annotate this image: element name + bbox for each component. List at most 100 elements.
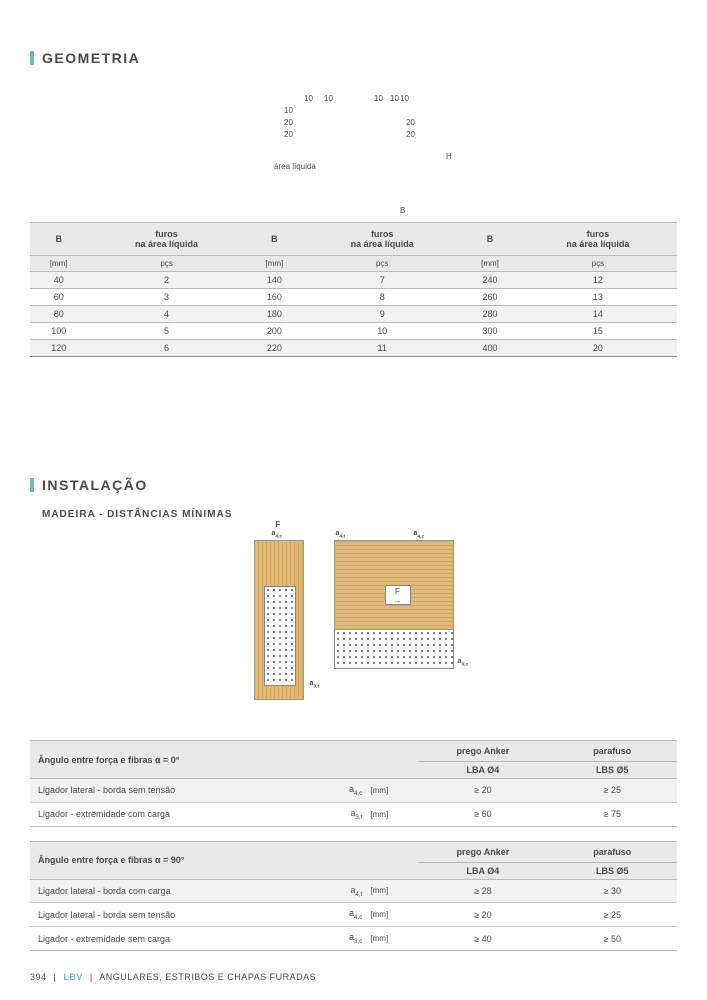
table-cell: 20 [519, 340, 677, 357]
table-cell: 2 [87, 272, 245, 289]
table-cell: 10 [303, 323, 461, 340]
table-row: Ligador lateral - borda com cargaa4,t[mm… [30, 879, 677, 903]
table-cell: 140 [246, 272, 303, 289]
table-cell: 9 [303, 306, 461, 323]
table-cell: 160 [246, 289, 303, 306]
table-cell: 120 [30, 340, 87, 357]
spec-unit: [mm] [366, 927, 418, 951]
spec-unit: [mm] [366, 879, 418, 903]
spec-unit: [mm] [366, 802, 418, 826]
table-cell: 13 [519, 289, 677, 306]
heading-instalacao: INSTALAÇÃO [42, 477, 148, 493]
table-cell: 14 [519, 306, 677, 323]
table-row: Ligador - extremidade sem cargaa3,c[mm] ≥… [30, 927, 677, 951]
spec-symbol: a3,t [315, 802, 367, 826]
geo-th: furosna área líquida [303, 223, 461, 256]
label-F2: F [395, 587, 400, 596]
spec-unit: [mm] [366, 779, 418, 803]
spec-symbol: a3,c [315, 927, 367, 951]
force-indicator: F → [385, 585, 411, 605]
spec-symbol: a4,c [315, 903, 367, 927]
diagram-vertical: F a4,c a3,t [254, 540, 304, 700]
col-parafuso: parafuso [548, 741, 677, 762]
wood-vertical [254, 540, 304, 700]
angle-title-90: Ângulo entre força e fibras α = 90° [30, 841, 418, 879]
install-diagrams: F a4,c a3,t a4,t a4,c F → a3,c [30, 540, 677, 700]
spec-v2: ≥ 25 [548, 903, 677, 927]
table-row: 804180928014 [30, 306, 677, 323]
dim-label: área líquida [274, 162, 316, 171]
table-row: 603160826013 [30, 289, 677, 306]
footer-category: LBV [63, 972, 83, 982]
table-cell: 12 [519, 272, 677, 289]
plate-horizontal [334, 629, 454, 669]
spec-v2: ≥ 50 [548, 927, 677, 951]
dim-label: 20 [406, 130, 415, 139]
spec-v1: ≥ 20 [418, 903, 547, 927]
geo-th: B [30, 223, 87, 256]
table-cell: 15 [519, 323, 677, 340]
page-number: 394 [30, 972, 47, 982]
plate-vertical [264, 586, 296, 686]
dim-label: H [446, 152, 452, 161]
dim-label: 10 [324, 94, 333, 103]
label-a3c: a3,c [458, 658, 469, 667]
geo-sub-th: pçs [303, 256, 461, 272]
table-row: Ligador lateral - borda sem tensãoa4,c[m… [30, 779, 677, 803]
subtitle-instalacao: MADEIRA - DISTÂNCIAS MÍNIMAS [42, 509, 677, 520]
table-row: Ligador lateral - borda sem tensãoa4,c[m… [30, 903, 677, 927]
table-cell: 11 [303, 340, 461, 357]
col-parafuso-90: parafuso [548, 841, 677, 862]
label-a4c-2: a4,c [414, 530, 425, 539]
table-cell: 80 [30, 306, 87, 323]
spec-v1: ≥ 60 [418, 802, 547, 826]
wood-horizontal: F → [334, 540, 454, 630]
heading-geometria: GEOMETRIA [42, 50, 140, 66]
geo-sub-th: [mm] [246, 256, 303, 272]
spec-symbol: a4,c [315, 779, 367, 803]
angle-title-0: Ângulo entre força e fibras α = 0° [30, 741, 418, 779]
label-a3t: a3,t [310, 680, 320, 689]
section-title-instalacao: INSTALAÇÃO [30, 477, 677, 493]
col-prego-sub: LBA Ø4 [418, 762, 547, 779]
table-cell: 8 [303, 289, 461, 306]
table-cell: 260 [461, 289, 518, 306]
geometry-table-body: 4021407240126031608260138041809280141005… [30, 272, 677, 357]
geo-th: furosna área líquida [87, 223, 245, 256]
table-cell: 300 [461, 323, 518, 340]
table-cell: 60 [30, 289, 87, 306]
diagram-horizontal: a4,t a4,c F → a3,c [334, 540, 454, 700]
spec-symbol: a4,t [315, 879, 367, 903]
geometry-table-head: Bfurosna área líquidaBfurosna área líqui… [30, 223, 677, 272]
geometry-diagram: 10 10 10 10 10 10 20 20 20 20 H B área l… [30, 82, 677, 222]
accent-bar [30, 51, 34, 65]
table-row: 12062201140020 [30, 340, 677, 357]
label-a4t: a4,t [336, 530, 346, 539]
col-prego-90-sub: LBA Ø4 [418, 862, 547, 879]
table-angle-0: Ângulo entre força e fibras α = 0° prego… [30, 740, 677, 827]
table-row: 10052001030015 [30, 323, 677, 340]
table-cell: 7 [303, 272, 461, 289]
dim-label: 20 [284, 130, 293, 139]
geo-th: B [461, 223, 518, 256]
geo-sub-th: [mm] [30, 256, 87, 272]
spec-label: Ligador - extremidade sem carga [30, 927, 315, 951]
geo-sub-th: pçs [519, 256, 677, 272]
spec-v1: ≥ 20 [418, 779, 547, 803]
spec-v2: ≥ 30 [548, 879, 677, 903]
table-cell: 3 [87, 289, 245, 306]
table-cell: 40 [30, 272, 87, 289]
table-cell: 280 [461, 306, 518, 323]
table-angle-90: Ângulo entre força e fibras α = 90° preg… [30, 841, 677, 951]
dim-label: 10 [390, 94, 399, 103]
table-cell: 6 [87, 340, 245, 357]
spec-unit: [mm] [366, 903, 418, 927]
label-a4c: a4,c [272, 530, 283, 539]
arrow-icon: → [394, 596, 402, 605]
table-row: 402140724012 [30, 272, 677, 289]
col-parafuso-90-sub: LBS Ø5 [548, 862, 677, 879]
geometry-table: Bfurosna área líquidaBfurosna área líqui… [30, 222, 677, 357]
table-cell: 400 [461, 340, 518, 357]
table-cell: 100 [30, 323, 87, 340]
page-footer: 394 | LBV | ANGULARES, ESTRIBOS E CHAPAS… [30, 972, 316, 982]
